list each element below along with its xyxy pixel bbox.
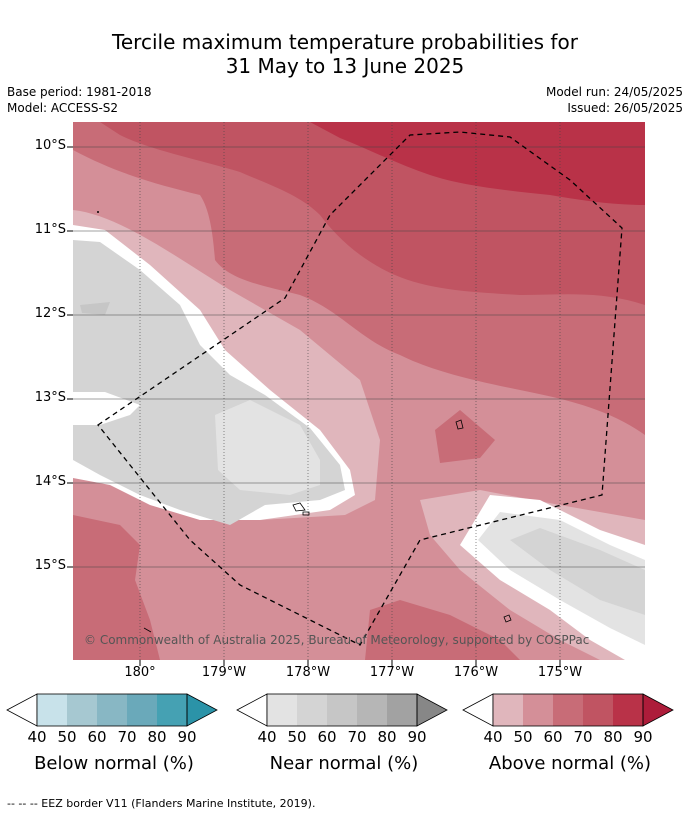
cbar-swatch: [37, 694, 67, 726]
cbar-swatch: [583, 694, 613, 726]
near-60-spot: [80, 302, 110, 315]
map-title: Tercile maximum temperature probabilitie…: [0, 30, 690, 78]
title-line-2: 31 May to 13 June 2025: [225, 54, 465, 78]
cbar-swatch: [157, 694, 187, 726]
cbar-tick: 60: [87, 728, 107, 746]
cbar-tick: 70: [117, 728, 137, 746]
gridlines: [73, 122, 645, 660]
cbar-tick: 90: [633, 728, 653, 746]
cbar-low-arrow: [462, 693, 494, 727]
cbar-high-arrow: [416, 693, 448, 727]
cbar-swatch: [97, 694, 127, 726]
cbar-tick: 80: [603, 728, 623, 746]
cbar-frame: [266, 693, 418, 727]
cbar-tick: 40: [27, 728, 47, 746]
cbar-swatch: [357, 694, 387, 726]
cbar-tick: 90: [177, 728, 197, 746]
island-marker: [97, 211, 99, 213]
cbar-tick: 40: [257, 728, 277, 746]
island-marker: [143, 627, 152, 633]
lon-label: 179°W: [201, 665, 247, 680]
cbar-frame: [36, 693, 188, 727]
cbar-low-arrow: [6, 693, 38, 727]
map-contours: [73, 122, 645, 660]
lon-label: 176°W: [453, 665, 499, 680]
lat-label: 15°S: [34, 558, 66, 573]
cbar-tick: 50: [287, 728, 307, 746]
above-60-sw: [73, 515, 160, 660]
eez-border: [97, 131, 623, 646]
meta-right: Model run: 24/05/2025 Issued: 26/05/2025: [546, 84, 683, 116]
above-60-island-spot: [435, 410, 495, 463]
island-marker: [302, 511, 310, 516]
cbar-tick: 60: [543, 728, 563, 746]
cbar-swatch: [267, 694, 297, 726]
lat-label: 11°S: [34, 222, 66, 237]
colorbar-above-normal: [462, 693, 674, 727]
cbar-swatch: [523, 694, 553, 726]
cbar-tick: 50: [513, 728, 533, 746]
cbar-frame: [492, 693, 644, 727]
cbar-swatch: [553, 694, 583, 726]
cbar-high-arrow: [642, 693, 674, 727]
white-strip: [73, 392, 140, 425]
cbar-tick: 90: [407, 728, 427, 746]
cbar-tick: 40: [483, 728, 503, 746]
lon-label: 178°W: [285, 665, 331, 680]
cbar-swatch: [127, 694, 157, 726]
island-marker: [292, 502, 306, 512]
lat-label: 14°S: [34, 474, 66, 489]
lon-label: 180°: [124, 665, 156, 680]
cbar-swatch: [493, 694, 523, 726]
lon-label: 175°W: [537, 665, 583, 680]
cbar-tick: 80: [377, 728, 397, 746]
colorbar-title-above: Above normal (%): [488, 753, 652, 774]
cbar-swatch: [387, 694, 417, 726]
cbar-high-arrow: [186, 693, 218, 727]
lat-label: 10°S: [34, 138, 66, 153]
colorbar-below-normal: [6, 693, 218, 727]
cbar-swatch: [327, 694, 357, 726]
near-50-se: [510, 528, 645, 615]
above-60-s: [365, 600, 520, 660]
colorbar-title-below: Below normal (%): [34, 753, 194, 774]
cbar-tick: 70: [347, 728, 367, 746]
eez-legend: -- -- -- EEZ border V11 (Flanders Marine…: [7, 797, 316, 810]
lat-label: 12°S: [34, 306, 66, 321]
near-40-area: [215, 400, 320, 495]
above-80-area: [310, 122, 645, 205]
model-name: Model: ACCESS-S2: [7, 101, 119, 115]
axis-ticks: [67, 146, 561, 666]
cbar-low-arrow: [236, 693, 268, 727]
cbar-swatch: [297, 694, 327, 726]
colorbar-near-normal: [236, 693, 448, 727]
cbar-tick: 60: [317, 728, 337, 746]
base-period: Base period: 1981-2018: [7, 85, 152, 99]
lon-label: 177°W: [369, 665, 415, 680]
lat-label: 13°S: [34, 390, 66, 405]
island-marker: [503, 614, 512, 623]
colorbar-title-near: Near normal (%): [269, 753, 419, 774]
issued-date: Issued: 26/05/2025: [567, 101, 683, 115]
meta-left: Base period: 1981-2018 Model: ACCESS-S2: [7, 84, 152, 116]
model-run: Model run: 24/05/2025: [545, 85, 683, 99]
island-marker: [455, 419, 464, 430]
copyright-notice: © Commonwealth of Australia 2025, Bureau…: [84, 633, 590, 647]
cbar-tick: 80: [147, 728, 167, 746]
cbar-swatch: [613, 694, 643, 726]
cbar-swatch: [67, 694, 97, 726]
title-line-1: Tercile maximum temperature probabilitie…: [112, 30, 578, 54]
cbar-tick: 70: [573, 728, 593, 746]
cbar-tick: 50: [57, 728, 77, 746]
